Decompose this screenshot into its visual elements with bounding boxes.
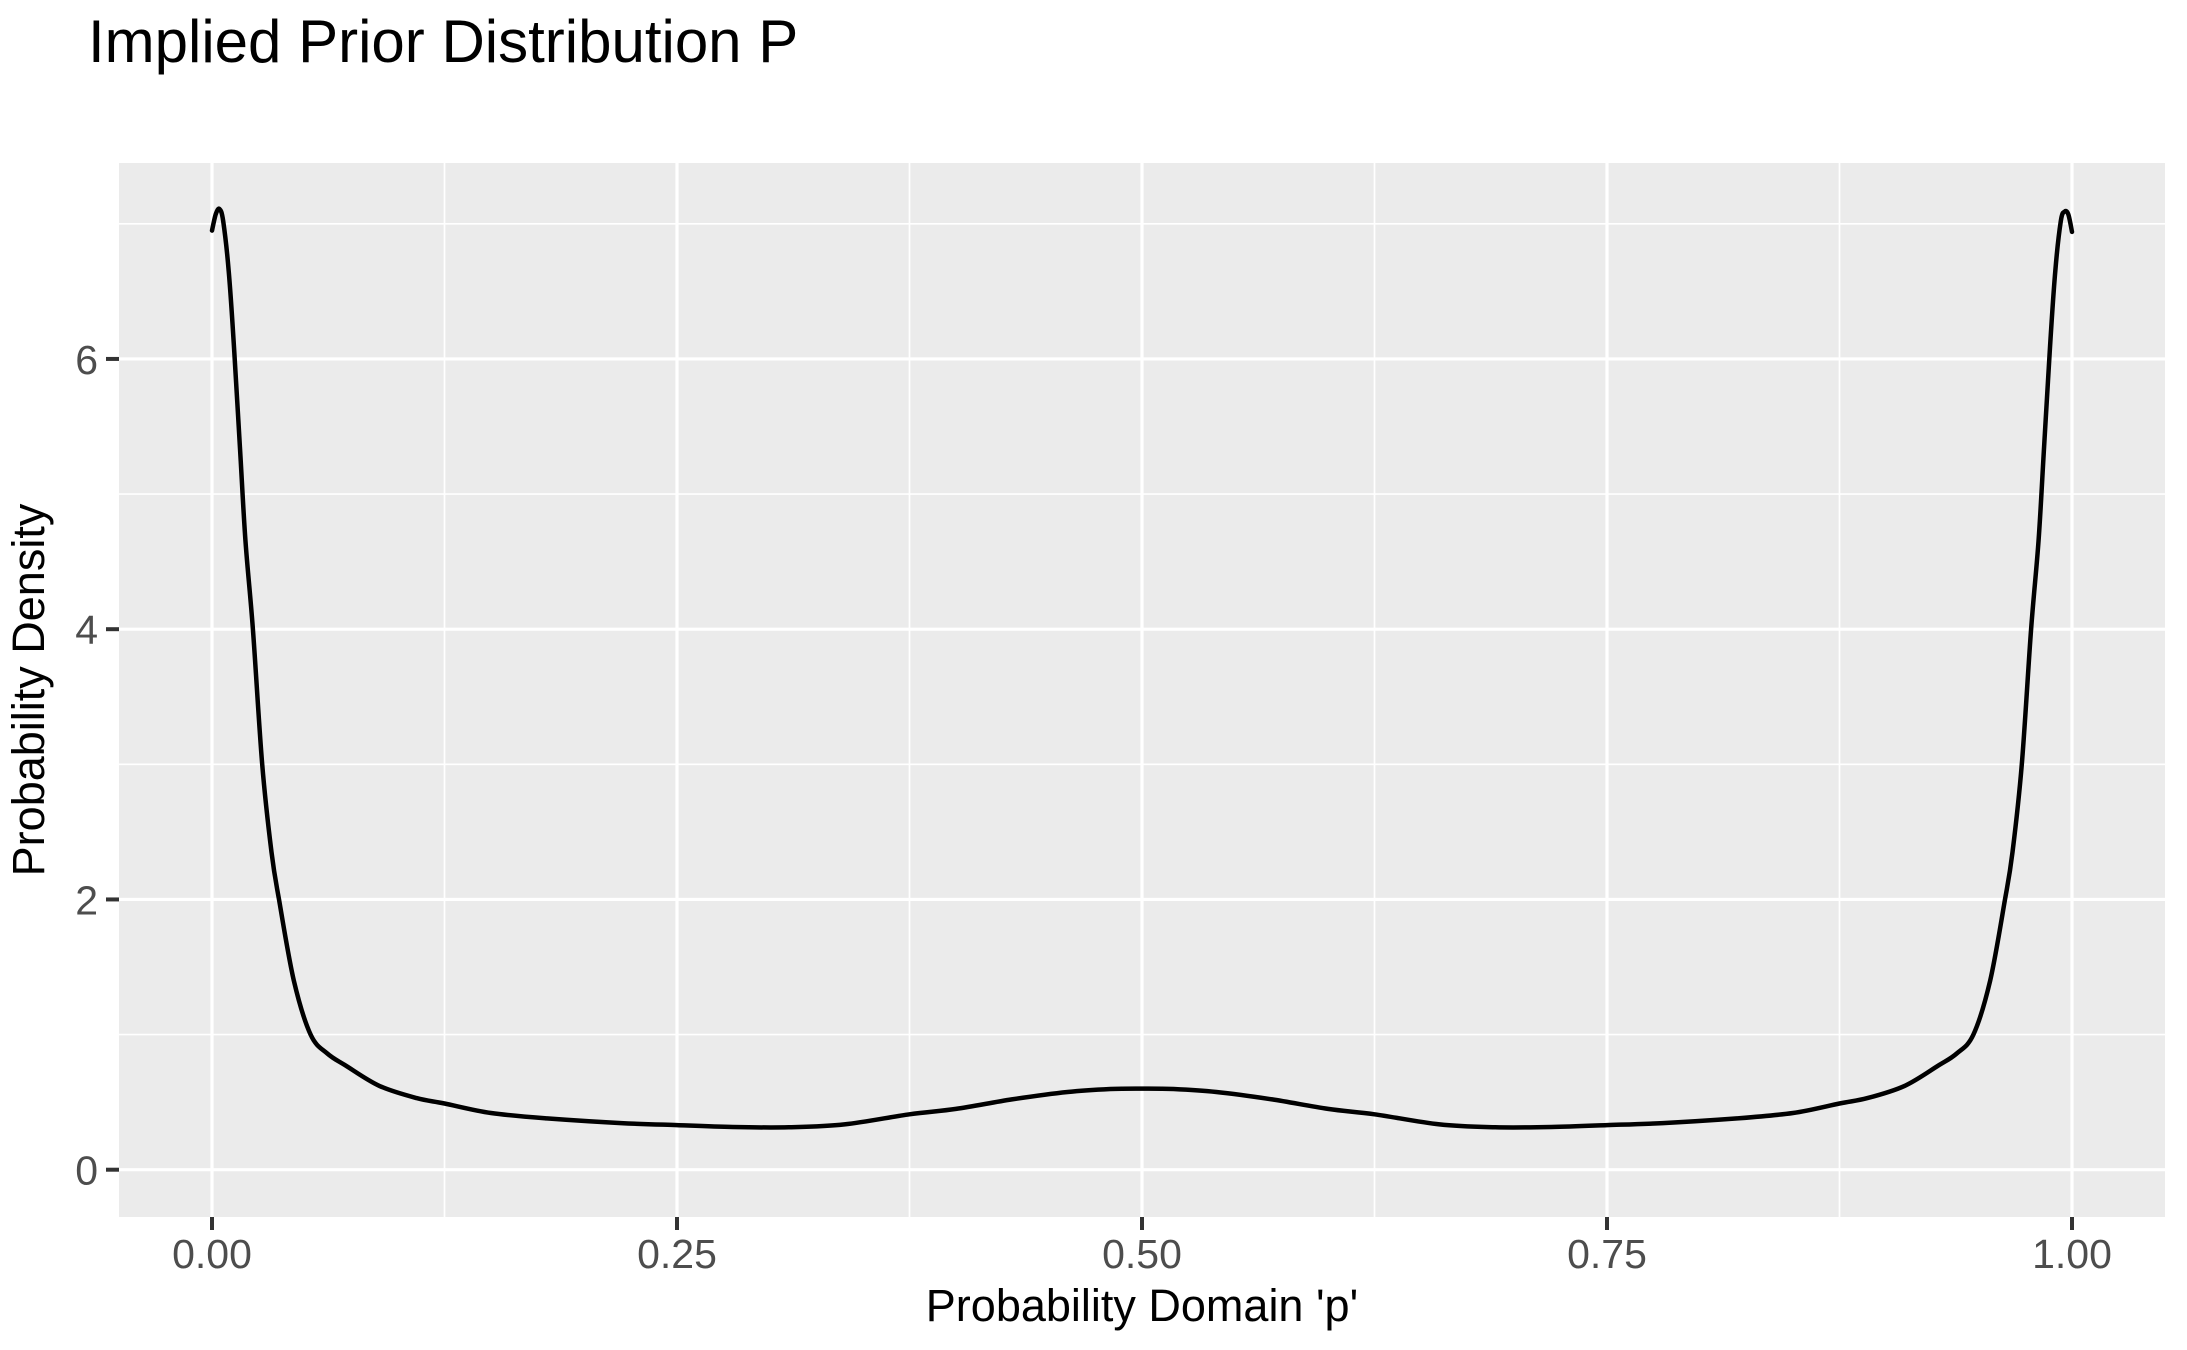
x-tick-label: 1.00: [2032, 1231, 2112, 1277]
x-tick-label: 0.75: [1567, 1231, 1647, 1277]
x-tick-label: 0.50: [1102, 1231, 1182, 1277]
x-tick-label: 0.00: [172, 1231, 252, 1277]
y-tick-label: 4: [75, 607, 98, 653]
chart-title: Implied Prior Distribution P: [88, 8, 798, 75]
y-tick-label: 6: [75, 337, 98, 383]
x-tick-label: 0.25: [637, 1231, 717, 1277]
density-curve: [209, 206, 2075, 1130]
y-tick-label: 0: [75, 1148, 98, 1194]
x-axis-title: Probability Domain 'p': [926, 1280, 1358, 1331]
y-tick-label: 2: [75, 877, 98, 923]
y-axis-title: Probability Density: [3, 503, 54, 876]
